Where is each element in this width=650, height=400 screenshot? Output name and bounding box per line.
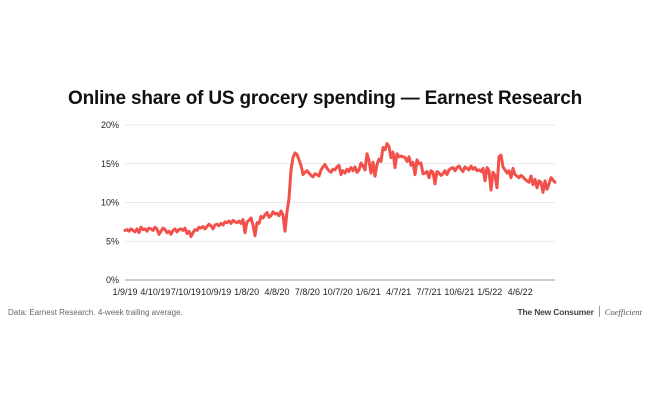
- y-tick-label: 10%: [101, 198, 119, 208]
- y-axis-ticks: 0% 5% 10% 15% 20%: [101, 120, 119, 285]
- x-tick-label: 4/7/21: [386, 287, 411, 297]
- x-tick-label: 4/10/19: [140, 287, 170, 297]
- x-tick-label: 1/9/19: [112, 287, 137, 297]
- series-layer: [123, 142, 557, 239]
- chart-title: Online share of US grocery spending — Ea…: [68, 88, 582, 109]
- gridlines: [125, 124, 555, 281]
- brand-secondary-logo: Coefficient: [604, 306, 642, 317]
- y-tick-label: 20%: [101, 120, 119, 130]
- x-tick-label: 7/8/20: [295, 287, 320, 297]
- x-tick-label: 7/7/21: [416, 287, 441, 297]
- x-tick-label: 7/10/19: [171, 287, 201, 297]
- series-line: [123, 142, 557, 239]
- y-tick-label: 5%: [106, 236, 119, 246]
- y-tick-label: 0%: [106, 275, 119, 285]
- x-tick-label: 10/6/21: [444, 287, 474, 297]
- brand-divider: [598, 306, 600, 317]
- x-tick-label: 4/8/20: [264, 287, 289, 297]
- x-axis-ticks: 1/9/19 4/10/19 7/10/19 10/9/19 1/8/20 4/8/20 7…: [112, 287, 532, 297]
- x-tick-label: 1/6/21: [356, 287, 381, 297]
- source-note: Data: Earnest Research. 4-week trailing …: [8, 308, 183, 317]
- x-tick-label: 1/5/22: [477, 287, 502, 297]
- x-tick-label: 10/7/20: [323, 287, 353, 297]
- brand-area: The New Consumer Coefficient: [518, 306, 642, 317]
- x-tick-label: 10/9/19: [201, 287, 231, 297]
- x-tick-label: 1/8/20: [234, 287, 259, 297]
- y-tick-label: 15%: [101, 159, 119, 169]
- x-tick-label: 4/6/22: [508, 287, 533, 297]
- brand-primary-logo: The New Consumer: [517, 306, 594, 317]
